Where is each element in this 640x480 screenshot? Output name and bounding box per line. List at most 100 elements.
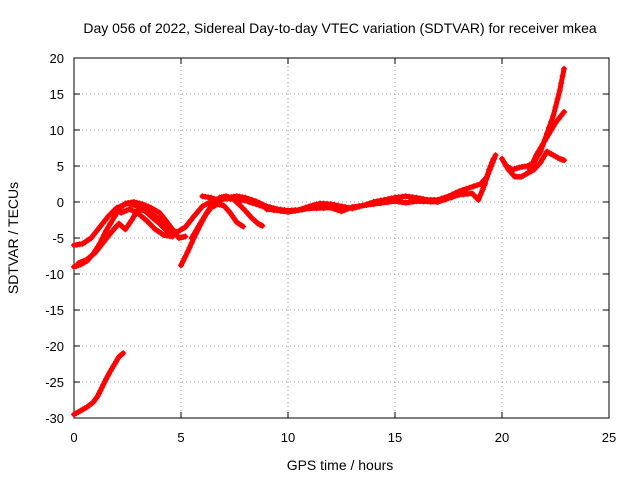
y-tick-label: -20 xyxy=(45,339,64,354)
data-point xyxy=(338,208,345,215)
data-point xyxy=(434,199,441,205)
data-point xyxy=(342,206,349,213)
data-point xyxy=(187,217,194,223)
data-point xyxy=(477,191,484,198)
y-tick-label: -15 xyxy=(45,303,64,318)
y-tick-label: 20 xyxy=(50,51,64,66)
y-tick-label: 0 xyxy=(57,195,64,210)
data-point xyxy=(182,224,189,231)
data-point xyxy=(552,119,559,126)
data-point xyxy=(449,194,456,201)
y-tick-label: -25 xyxy=(45,375,64,390)
data-point xyxy=(190,213,197,220)
data-point xyxy=(492,152,499,159)
data-point xyxy=(207,194,214,201)
data-point xyxy=(413,198,420,205)
data-point xyxy=(242,194,249,201)
data-point xyxy=(537,145,544,151)
data-point xyxy=(270,207,277,214)
data-point xyxy=(331,205,338,212)
x-tick-label: 20 xyxy=(495,430,509,445)
data-point xyxy=(535,148,542,155)
grid-lines xyxy=(74,58,609,418)
chart-title: Day 056 of 2022, Sidereal Day-to-day VTE… xyxy=(83,20,596,36)
data-point xyxy=(479,186,486,193)
data-point xyxy=(216,197,223,204)
data-point xyxy=(122,226,129,233)
data-point xyxy=(470,183,477,190)
data-point xyxy=(533,152,540,159)
data-point xyxy=(145,203,152,210)
data-point xyxy=(481,181,488,187)
data-point xyxy=(103,227,110,234)
data-point xyxy=(182,233,189,240)
data-point xyxy=(356,203,363,210)
data-point xyxy=(108,210,115,217)
data-point xyxy=(146,220,153,227)
data-point xyxy=(526,166,533,173)
data-point xyxy=(561,157,568,164)
y-tick-label: -5 xyxy=(52,231,64,246)
data-point xyxy=(327,204,334,211)
data-point xyxy=(559,73,566,79)
series-arc-4 xyxy=(75,206,174,267)
data-point xyxy=(531,157,538,163)
data-point xyxy=(120,201,127,208)
data-point xyxy=(240,223,247,230)
data-point xyxy=(111,213,118,220)
series-arc-7 xyxy=(188,201,247,241)
data-point xyxy=(463,185,470,192)
data-point xyxy=(249,197,256,204)
series-band xyxy=(264,156,496,215)
data-point xyxy=(229,212,236,219)
y-tick-label: -30 xyxy=(45,411,64,426)
data-point xyxy=(92,249,99,256)
y-tick-label: 15 xyxy=(50,87,64,102)
data-point xyxy=(190,231,197,238)
data-point xyxy=(231,216,238,223)
data-point xyxy=(292,207,299,214)
data-point xyxy=(120,208,127,215)
series-arc-1 xyxy=(71,350,127,418)
data-point xyxy=(109,217,116,223)
y-axis-label: SDTVAR / TECUs xyxy=(5,182,21,294)
data-point xyxy=(95,245,102,252)
data-point xyxy=(306,205,313,212)
data-point xyxy=(80,257,87,264)
data-point xyxy=(363,202,370,209)
data-point xyxy=(199,203,206,210)
data-point xyxy=(149,223,156,230)
data-point xyxy=(377,200,384,207)
data-point xyxy=(338,203,345,210)
data-point xyxy=(197,220,204,227)
data-point xyxy=(156,220,163,227)
data-point xyxy=(106,231,113,238)
data-points xyxy=(71,65,568,418)
series-band xyxy=(527,109,567,173)
x-tick-label: 0 xyxy=(70,430,77,445)
data-point xyxy=(124,200,131,207)
data-point xyxy=(483,176,490,183)
data-point xyxy=(558,80,565,87)
data-point xyxy=(313,205,320,212)
data-point xyxy=(320,205,327,211)
data-point xyxy=(99,220,106,227)
data-point xyxy=(541,137,548,144)
y-tick-label: 10 xyxy=(50,123,64,138)
data-point xyxy=(78,259,85,265)
data-point xyxy=(199,217,206,223)
data-point xyxy=(427,198,434,205)
x-tick-label: 25 xyxy=(602,430,616,445)
data-point xyxy=(75,260,82,267)
x-tick-label: 15 xyxy=(388,430,402,445)
data-point xyxy=(180,258,187,265)
data-point xyxy=(561,65,568,72)
data-point xyxy=(475,196,482,203)
data-point xyxy=(90,231,97,238)
data-point xyxy=(277,208,284,215)
data-point xyxy=(128,217,135,223)
data-point xyxy=(117,203,124,210)
data-point xyxy=(552,104,559,111)
y-tick-label: -10 xyxy=(45,267,64,282)
